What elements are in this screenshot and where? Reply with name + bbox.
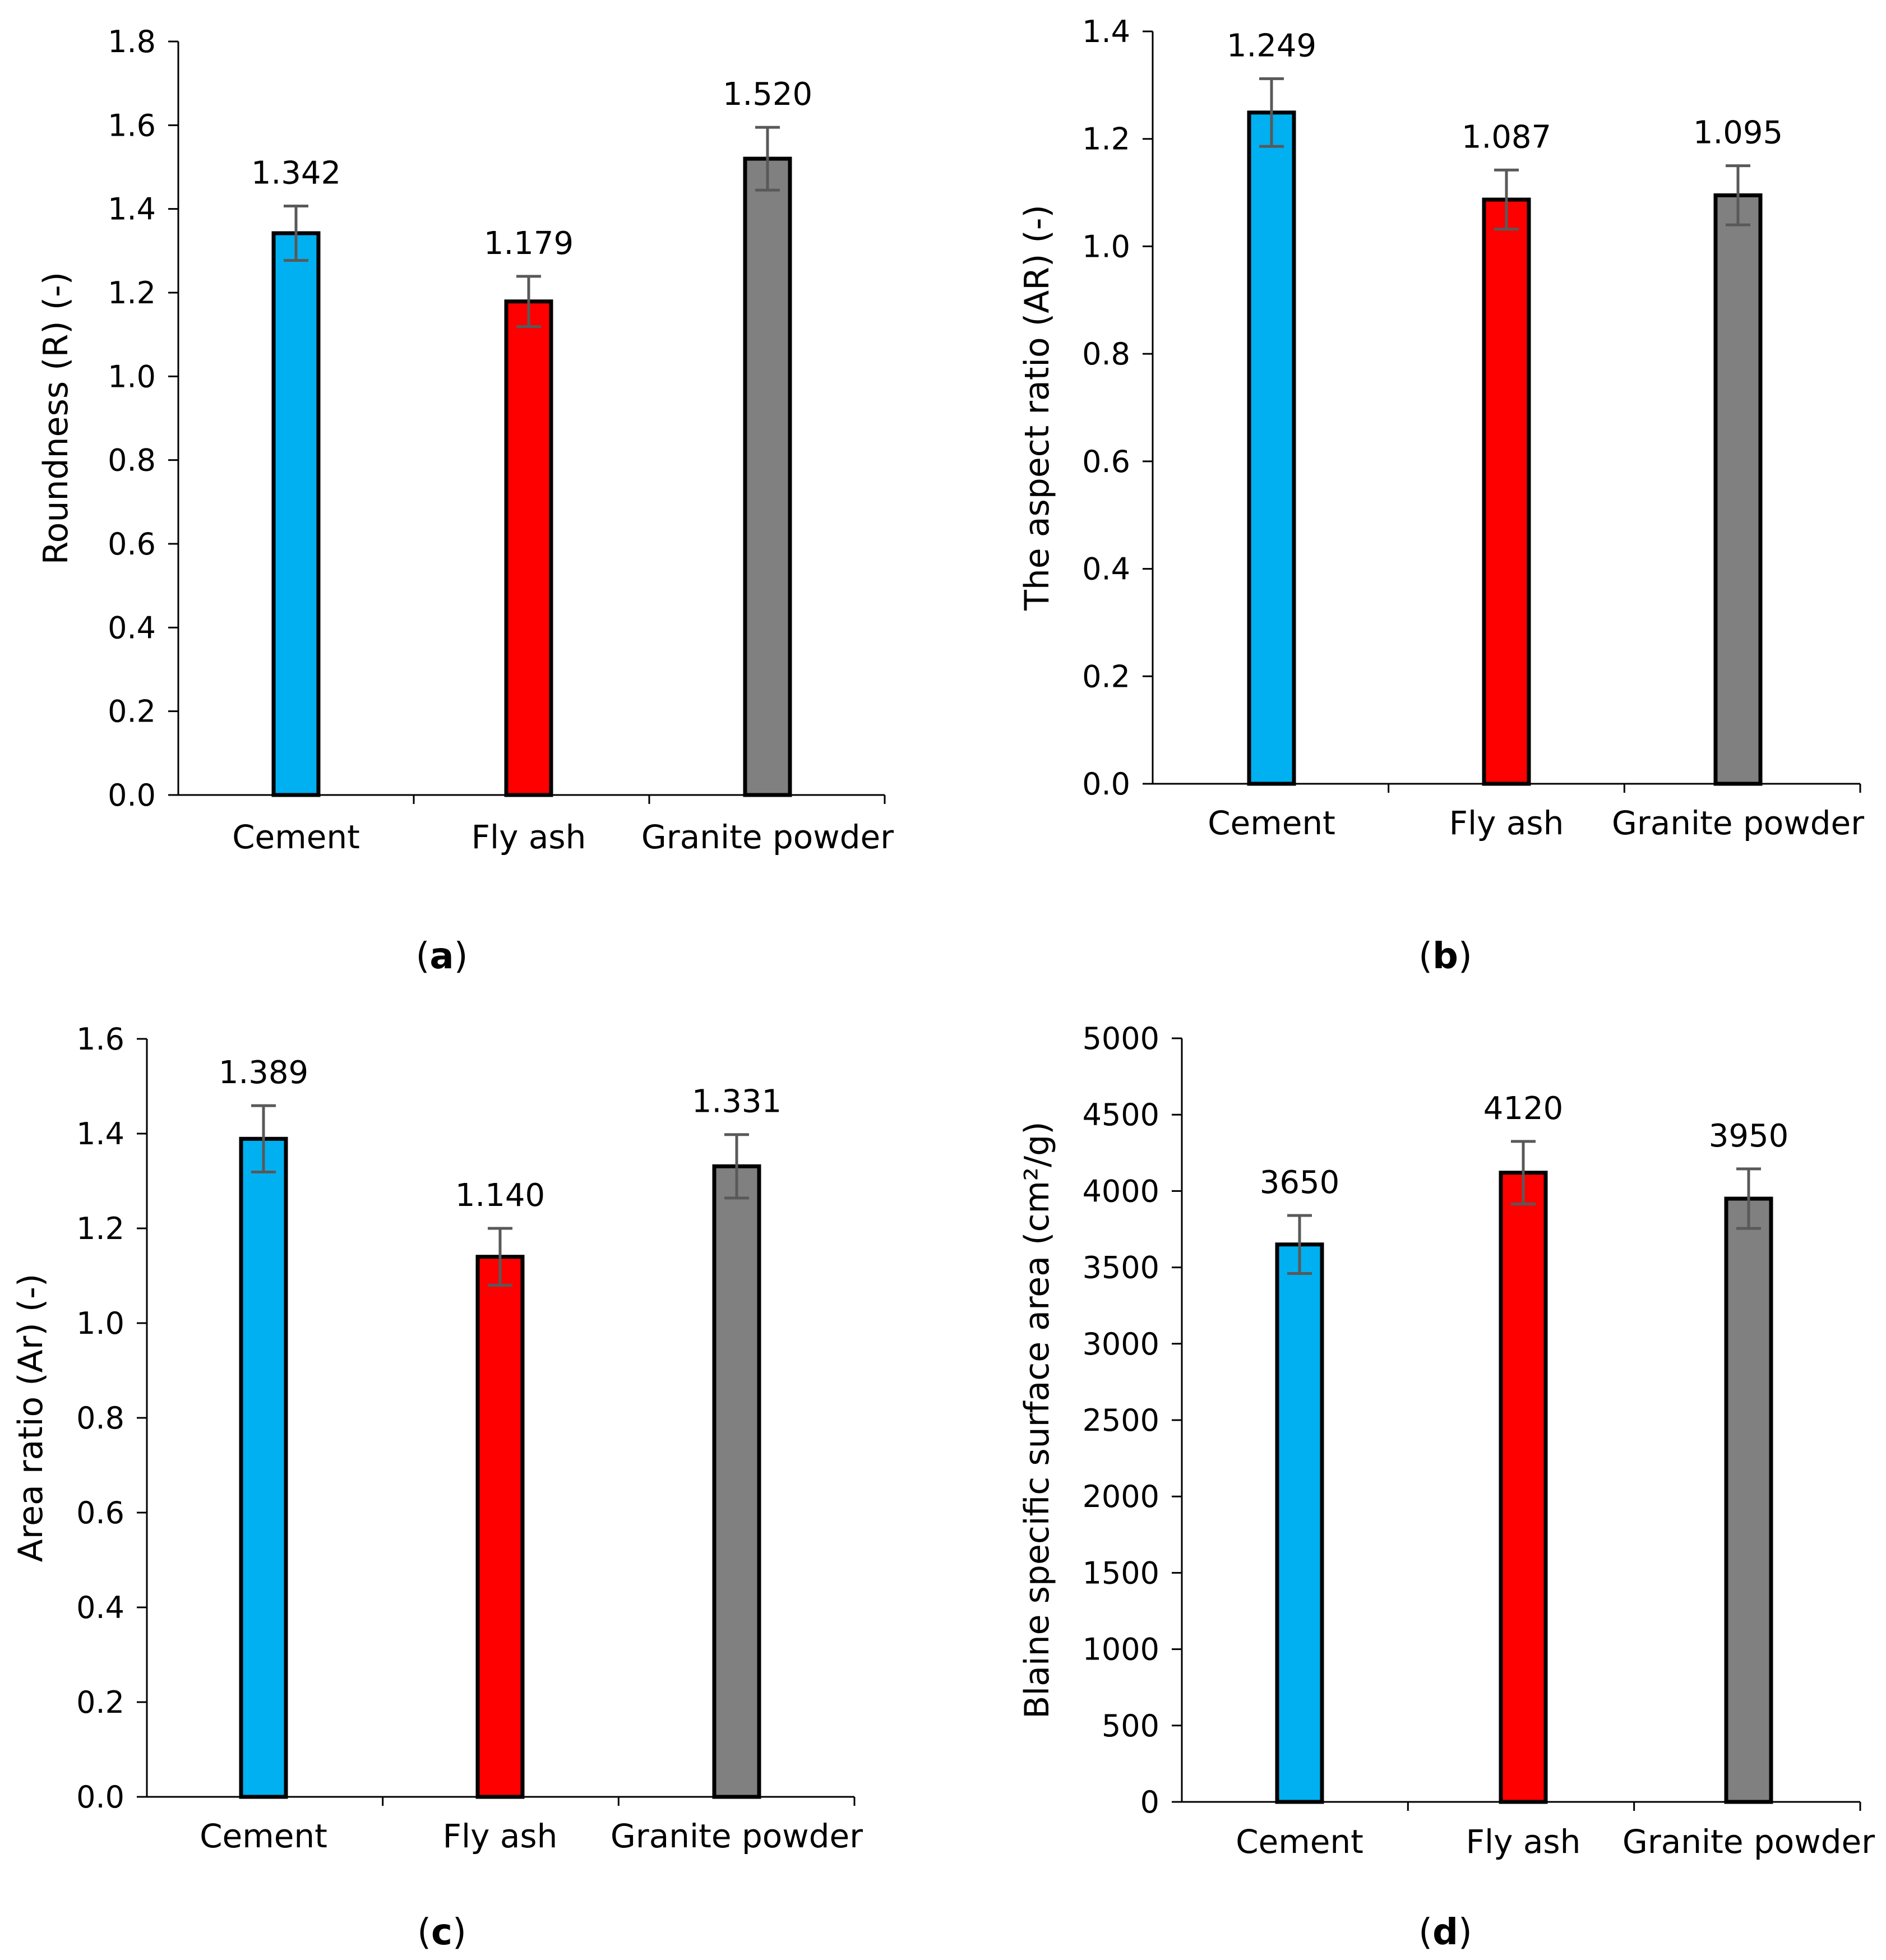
y-tick-label: 0.6 [1082,444,1130,479]
data-label: 1.249 [1227,27,1316,64]
bar-granite-powder [743,156,792,797]
x-tick-label: Fly ash [1466,1823,1581,1861]
x-tick-label: Fly ash [1449,804,1564,842]
y-tick-label: 0.0 [76,1779,124,1815]
bar-granite-powder [1724,1196,1773,1804]
data-label: 1.087 [1462,119,1551,155]
bar-fly-ash [1482,197,1531,786]
bar-fly-ash [1499,1171,1548,1804]
x-tick-label: Fly ash [443,1817,558,1855]
y-tick-label: 2500 [1083,1403,1159,1438]
y-tick-label: 1.4 [108,192,156,227]
y-axis-label: The aspect ratio (AR) (-) [1018,205,1057,611]
data-label: 1.179 [484,225,574,262]
y-tick-label: 1.4 [1082,14,1130,49]
data-label: 1.520 [723,76,812,113]
x-tick-label: Granite powder [611,1817,863,1855]
y-tick-label: 0.4 [108,610,156,645]
panel-label-b: (b) [1418,936,1472,977]
y-tick-label: 0 [1140,1785,1159,1820]
y-tick-label: 0.8 [76,1400,124,1436]
bar-fly-ash [504,299,553,797]
panel-label-a: (a) [415,936,468,977]
chart-panel-d: 0 500 1000 1500 2000 2500 3000 3500 4000 4500 5000… [1018,1021,1875,1953]
data-label: 3650 [1260,1164,1340,1201]
y-axis-label: Roundness (R) (-) [36,272,76,565]
data-label: 1.342 [251,155,341,191]
data-label: 1.389 [219,1055,308,1091]
panel-label-c: (c) [417,1912,466,1953]
y-tick-label: 1.2 [108,275,156,311]
data-label: 4120 [1483,1090,1564,1127]
y-axis-label: Blaine specific surface area (cm²/g) [1018,1121,1057,1718]
x-tick-label: Fly ash [471,818,586,856]
y-tick-label: 0.6 [76,1495,124,1531]
y-tick-label: 0.0 [1082,766,1130,802]
y-tick-label: 1.0 [1082,229,1130,264]
y-tick-label: 1.0 [76,1306,124,1341]
y-tick-label: 0.6 [108,526,156,562]
chart-panel-c: 0.0 0.2 0.4 0.6 0.8 1.0 1.2 1.4 1.6 Area ratio (A… [11,1021,863,1953]
bar-granite-powder [1713,193,1763,786]
x-tick-label: Cement [1208,804,1335,842]
chart-panel-b: 0.0 0.2 0.4 0.6 0.8 1.0 1.2 1.4 The aspect ratio… [1018,14,1864,977]
data-label: 1.140 [455,1177,545,1214]
bar-cement [1275,1242,1324,1804]
bar-cement [1247,110,1296,786]
y-tick-label: 0.2 [76,1685,124,1720]
y-tick-label: 1.2 [1082,122,1130,157]
y-tick-label: 0.8 [108,443,156,478]
y-axis-label: Area ratio (Ar) (-) [11,1274,50,1563]
y-tick-label: 2000 [1083,1479,1159,1514]
data-label: 1.095 [1693,115,1783,151]
panel-label-d: (d) [1418,1912,1472,1953]
y-tick-label: 0.8 [1082,336,1130,372]
y-tick-label: 0.2 [108,694,156,729]
x-tick-label: Granite powder [641,818,894,856]
y-tick-label: 3500 [1083,1250,1159,1286]
y-tick-label: 0.0 [108,778,156,813]
y-tick-label: 1000 [1083,1632,1159,1667]
y-tick-label: 1.6 [76,1021,124,1057]
bar-fly-ash [475,1255,525,1799]
y-tick-label: 1500 [1083,1555,1159,1591]
y-tick-label: 1.8 [108,24,156,59]
y-tick-label: 1.2 [76,1211,124,1246]
y-tick-label: 500 [1102,1708,1159,1744]
bar-granite-powder [712,1164,761,1799]
y-tick-label: 1.0 [108,359,156,394]
y-tick-label: 4500 [1083,1097,1159,1132]
x-tick-label: Cement [200,1817,327,1855]
y-tick-label: 1.6 [108,108,156,143]
bar-cement [271,231,321,797]
x-tick-label: Cement [232,818,360,856]
y-tick-label: 1.4 [76,1116,124,1152]
chart-panel-a: 0.0 0.2 0.4 0.6 0.8 1.0 1.2 1.4 1.6 1.8 Roundness … [36,24,894,977]
data-label: 1.331 [692,1084,782,1120]
data-label: 3950 [1709,1118,1789,1154]
y-tick-label: 0.2 [1082,659,1130,694]
y-tick-label: 3000 [1083,1326,1159,1362]
y-tick-label: 0.4 [76,1590,124,1625]
y-tick-label: 5000 [1083,1021,1159,1056]
x-tick-label: Granite powder [1612,804,1864,842]
x-tick-label: Granite powder [1622,1823,1875,1861]
y-tick-label: 4000 [1083,1173,1159,1209]
bar-cement [239,1136,288,1799]
y-tick-label: 0.4 [1082,552,1130,587]
x-tick-label: Cement [1236,1823,1363,1861]
